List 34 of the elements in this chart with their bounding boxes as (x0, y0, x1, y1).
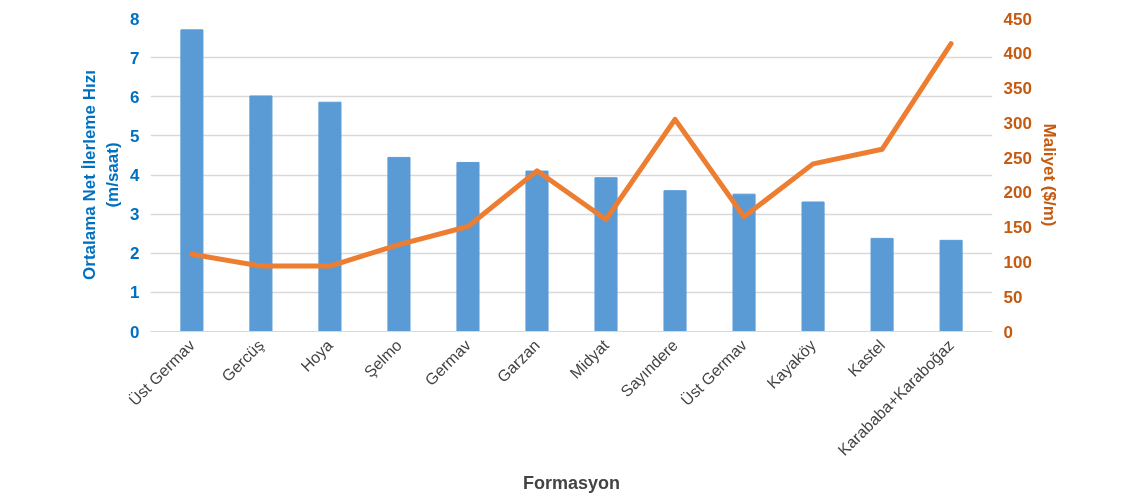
y2-tick-label: 400 (1003, 44, 1032, 64)
bar (180, 29, 204, 332)
y2-tick-label: 100 (1003, 252, 1032, 272)
y-tick-label: 8 (130, 9, 140, 29)
y-tick-label: 5 (130, 126, 140, 146)
y-tick-label: 2 (130, 244, 140, 264)
bar (249, 95, 273, 332)
y2-tick-label: 300 (1003, 113, 1032, 133)
y-tick-label: 1 (130, 283, 140, 303)
y2-tick-label: 150 (1003, 218, 1032, 238)
y2-axis-title: Maliyet ($/m) (1039, 123, 1059, 227)
y2-tick-label: 450 (1003, 9, 1032, 29)
y-tick-label: 7 (130, 48, 140, 68)
y-tick-label: 6 (130, 87, 140, 107)
y-tick-label: 4 (130, 166, 141, 185)
bar (939, 239, 963, 332)
x-axis-title: Formasyon (522, 472, 621, 493)
bar (456, 161, 480, 332)
bar (318, 101, 342, 332)
y2-tick-label: 200 (1003, 183, 1032, 203)
y-tick-label: 3 (130, 205, 140, 225)
y2-tick-label: 0 (1003, 322, 1013, 342)
bar (732, 193, 756, 332)
bar (801, 201, 825, 332)
bar (663, 190, 687, 332)
y2-tick-label: 50 (1003, 287, 1023, 307)
y-axis-title: Ortalama Net İlerleme Hızı (m/saat) (80, 70, 123, 280)
bar (525, 170, 549, 332)
y2-tick-label: 350 (1003, 79, 1032, 99)
bar (594, 177, 618, 332)
bar (387, 156, 411, 332)
y2-tick-label: 250 (1003, 148, 1032, 168)
bar (870, 237, 894, 332)
y-tick-label: 0 (130, 322, 140, 342)
